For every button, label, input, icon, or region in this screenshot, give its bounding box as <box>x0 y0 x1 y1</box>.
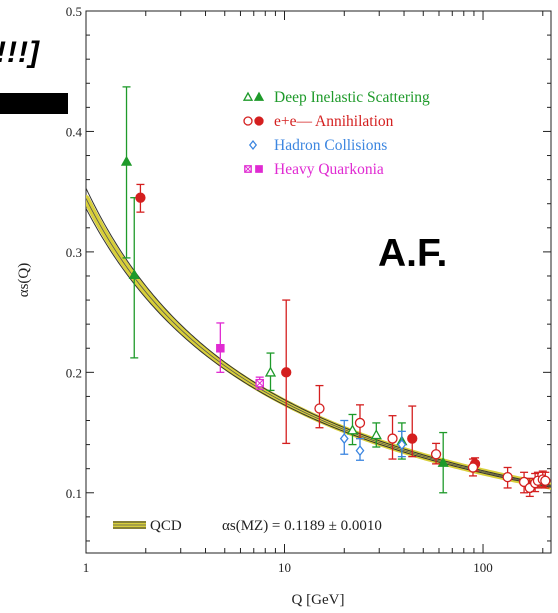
legend-marker-filled <box>254 116 264 126</box>
legend-label: Heavy Quarkonia <box>274 161 384 178</box>
plot-frame <box>85 10 552 554</box>
data-point <box>120 155 133 166</box>
af-annotation: A.F. <box>378 232 448 275</box>
qcd-central-line <box>86 198 551 487</box>
data-point <box>437 456 449 467</box>
plot-axes: 0.1 0.2 0.3 0.4 0.5 1 10 100 <box>66 4 552 575</box>
series-0 <box>120 86 449 494</box>
x-tick-label: 1 <box>83 560 90 575</box>
y-tick-label: 0.4 <box>66 124 83 139</box>
qcd-band <box>86 187 551 490</box>
x-axis-label: Q [GeV] <box>292 592 345 608</box>
data-point <box>540 475 551 486</box>
data-point <box>216 343 225 353</box>
legend-label: e+e— Annihilation <box>274 113 394 130</box>
data-point <box>355 445 365 457</box>
data-points <box>120 86 551 498</box>
legend-marker-open <box>248 139 258 151</box>
y-tick-label: 0.5 <box>66 4 82 19</box>
y-axis-label: αs(Q) <box>16 263 32 298</box>
bracket-overlay-text: !!!] <box>0 36 40 69</box>
legend-marker-filled <box>255 165 263 173</box>
qcd-legend-swatch <box>113 521 146 529</box>
data-point <box>397 439 407 451</box>
redaction-bar <box>0 93 68 114</box>
qcd-band-fill <box>86 194 551 490</box>
data-point <box>387 433 398 444</box>
qcd-legend-label: QCD <box>150 518 182 534</box>
data-point <box>354 417 366 429</box>
data-point <box>370 429 382 440</box>
qcd-band-lower-edge <box>86 208 551 488</box>
series-1 <box>135 183 551 498</box>
legend-marker-filled <box>253 91 265 101</box>
y-tick-label: 0.3 <box>66 245 82 260</box>
data-point <box>346 424 359 435</box>
legend-marker-open <box>242 91 254 101</box>
y-tick-label: 0.1 <box>66 486 82 501</box>
series-3 <box>216 322 264 390</box>
legend-label: Hadron Collisions <box>274 137 387 154</box>
data-point <box>339 433 349 445</box>
data-point <box>135 192 146 203</box>
legend-label: Deep Inelastic Scattering <box>274 89 430 106</box>
legend-marker-open <box>243 116 253 126</box>
data-point <box>467 462 479 473</box>
data-point-cross <box>255 379 264 388</box>
legend: Deep Inelastic Scattering e+e— Annihilati… <box>113 89 430 529</box>
data-point <box>264 366 277 377</box>
data-point <box>128 268 140 280</box>
y-tick-label: 0.2 <box>66 365 82 380</box>
legend-marker-open-cross <box>244 165 252 173</box>
qcd-band-upper-edge <box>86 187 551 486</box>
x-tick-label: 10 <box>278 560 291 575</box>
data-point <box>314 403 325 414</box>
alpha-mz-annotation: αs(MZ) = 0.1189 ± 0.0010 <box>222 518 382 534</box>
series-2 <box>339 419 407 461</box>
data-point <box>407 433 418 444</box>
data-point <box>430 449 442 460</box>
x-tick-label: 100 <box>473 560 493 575</box>
data-point <box>281 367 292 378</box>
data-point <box>502 471 513 483</box>
